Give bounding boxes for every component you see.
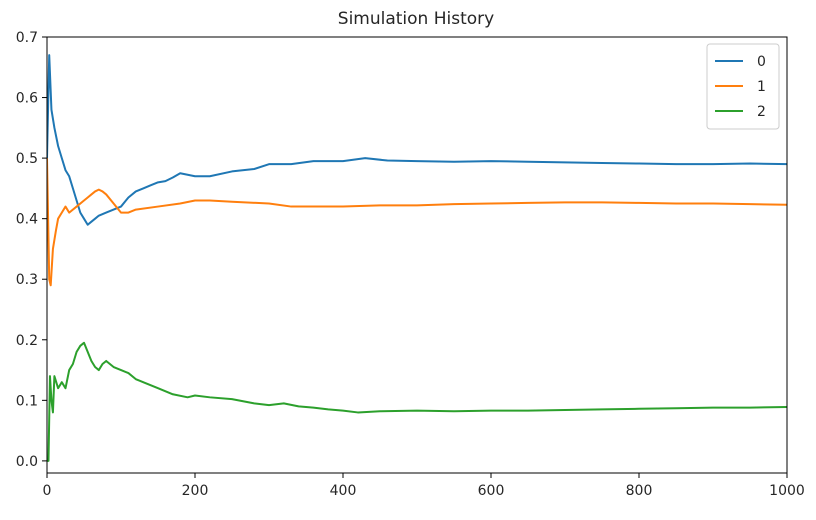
y-tick-label: 0.3 <box>16 272 38 288</box>
x-tick-label: 1000 <box>769 483 805 499</box>
x-tick-label: 400 <box>330 483 357 499</box>
legend: 0 1 2 <box>706 43 780 130</box>
legend-label-1: 1 <box>757 79 766 95</box>
legend-label-0: 0 <box>757 54 766 70</box>
chart-title: Simulation History <box>338 9 494 29</box>
y-tick-label: 0.5 <box>16 151 38 167</box>
y-tick-label: 0.6 <box>16 91 38 107</box>
x-tick-label: 800 <box>626 483 653 499</box>
y-tick-label: 0.0 <box>16 454 38 470</box>
series-line-2 <box>47 341 787 462</box>
y-tick-label: 0.7 <box>16 30 38 46</box>
y-tick-label: 0.2 <box>16 333 38 349</box>
y-tick-label: 0.4 <box>16 212 38 228</box>
y-tick-label: 0.1 <box>16 393 38 409</box>
legend-label-2: 2 <box>757 104 766 120</box>
axes-frame <box>46 36 788 474</box>
series-line-0 <box>47 54 787 226</box>
x-tick-label: 200 <box>182 483 209 499</box>
series-line-1 <box>47 158 787 287</box>
x-tick-label: 600 <box>478 483 505 499</box>
x-tick-label: 0 <box>43 483 52 499</box>
plot-area <box>47 54 787 462</box>
axes: 0 200 400 600 800 1000 0.0 0.1 0.2 0.3 0.4 0.5 0.6 0.… <box>16 30 805 499</box>
